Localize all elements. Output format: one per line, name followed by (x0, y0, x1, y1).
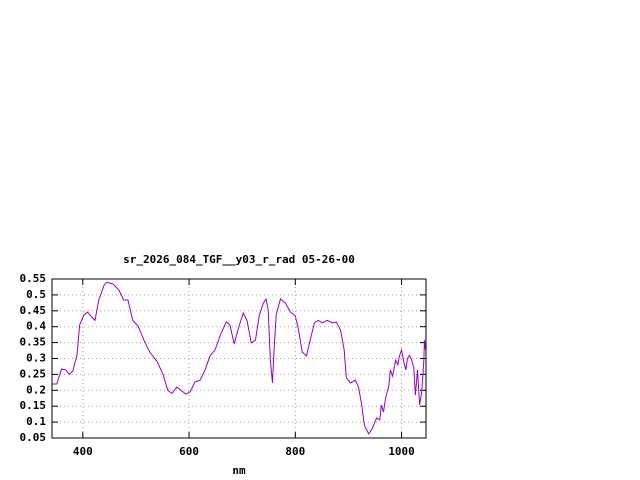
x-tick-label: 1000 (388, 445, 415, 458)
y-tick-label: 0.45 (20, 304, 47, 317)
plot-frame (51, 278, 427, 439)
x-tick-label: 400 (73, 445, 93, 458)
y-tick-label: 0.1 (26, 415, 46, 428)
x-tick-label: 600 (179, 445, 199, 458)
y-tick-label: 0.55 (20, 272, 47, 285)
x-axis-label: nm (232, 464, 246, 477)
chart-title: sr_2026_084_TGF__y03_r_rad 05-26-00 (123, 253, 355, 266)
y-tick-label: 0.05 (20, 431, 47, 444)
y-tick-label: 0.3 (26, 352, 46, 365)
x-tick-label: 800 (285, 445, 305, 458)
y-tick-label: 0.25 (20, 367, 47, 380)
y-tick-label: 0.2 (26, 383, 46, 396)
y-tick-label: 0.4 (26, 320, 46, 333)
y-tick-label: 0.35 (20, 336, 47, 349)
y-tick-label: 0.15 (20, 399, 47, 412)
y-tick-label: 0.5 (26, 288, 46, 301)
data-line (52, 281, 426, 435)
